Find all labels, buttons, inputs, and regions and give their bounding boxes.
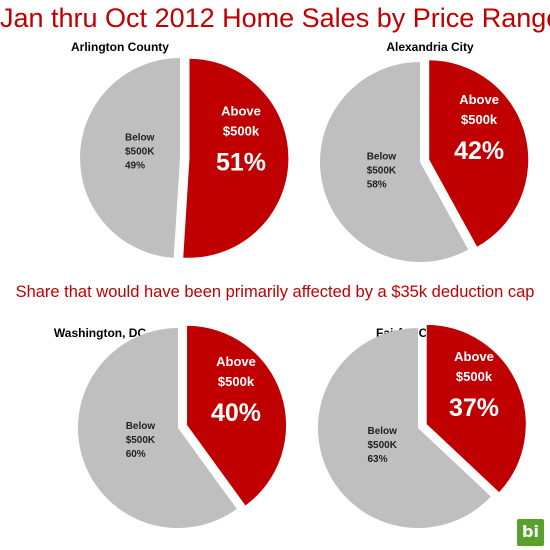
label-below-pct: 60% [126, 449, 146, 460]
label-above-line2: $500k [223, 123, 260, 138]
label-below-pct: 49% [125, 160, 145, 171]
label-above-line2: $500k [461, 112, 498, 127]
label-above-line1: Above [221, 103, 261, 118]
slice-above [182, 57, 290, 259]
label-below-line2: $500K [125, 146, 155, 157]
label-above-pct: 40% [211, 399, 261, 427]
pie-title: Arlington County [71, 40, 169, 54]
slice-below [320, 62, 469, 262]
label-above-pct: 37% [449, 394, 499, 422]
label-above-line1: Above [216, 354, 256, 369]
label-below-line2: $500K [126, 435, 156, 446]
page-title: Jan thru Oct 2012 Home Sales by Price Ra… [0, 3, 550, 33]
label-below-line1: Below [125, 132, 155, 143]
pie-title: Washington, DC [54, 326, 147, 340]
slice-below [80, 58, 180, 258]
slice-above [186, 324, 288, 507]
slice-below [77, 328, 237, 528]
label-above-line2: $500k [218, 374, 255, 389]
slice-above [425, 323, 527, 494]
label-below-line2: $500K [367, 166, 397, 177]
label-above-line2: $500k [456, 369, 493, 384]
slice-above [428, 59, 530, 249]
label-below-pct: 58% [367, 180, 387, 191]
label-below-line2: $500K [368, 440, 398, 451]
label-below-line1: Below [367, 152, 397, 163]
page-subtitle: Share that would have been primarily aff… [15, 283, 535, 301]
label-below-pct: 63% [368, 454, 388, 465]
slice-below [317, 328, 491, 529]
label-above-line1: Above [454, 349, 494, 364]
label-above-pct: 51% [216, 148, 266, 176]
label-below-line1: Below [368, 426, 398, 437]
label-above-pct: 42% [454, 137, 504, 165]
brand-logo: bi [517, 519, 544, 546]
pie-title: Alexandria City [386, 40, 474, 54]
label-above-line1: Above [459, 92, 499, 107]
label-below-line1: Below [126, 421, 156, 432]
